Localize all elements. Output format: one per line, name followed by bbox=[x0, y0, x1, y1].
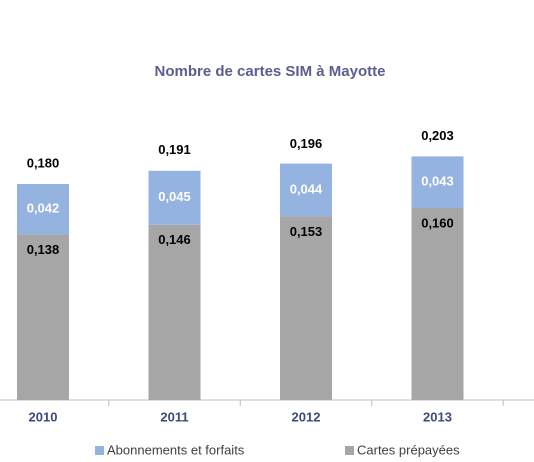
total-label: 0,203 bbox=[421, 128, 454, 143]
value-label: 0,045 bbox=[158, 189, 191, 204]
value-label: 0,043 bbox=[421, 174, 454, 189]
value-label: 0,138 bbox=[27, 242, 60, 257]
chart-title: Nombre de cartes SIM à Mayotte bbox=[155, 63, 386, 80]
x-tick-label: 2010 bbox=[29, 409, 58, 424]
value-label: 0,153 bbox=[290, 224, 323, 239]
x-tick-label: 2013 bbox=[423, 409, 452, 424]
legend-swatch bbox=[345, 446, 354, 455]
bar-segment bbox=[17, 184, 69, 235]
legend-label: Cartes prépayées bbox=[357, 442, 460, 457]
x-tick-label: 2011 bbox=[160, 409, 188, 424]
bar-segment bbox=[411, 156, 464, 208]
bar-segment bbox=[411, 208, 464, 400]
total-label: 0,196 bbox=[290, 136, 323, 151]
x-tick-label: 2012 bbox=[292, 409, 321, 424]
bar-segment bbox=[148, 224, 201, 400]
legend-label: Abonnements et forfaits bbox=[107, 442, 245, 457]
value-label: 0,160 bbox=[421, 215, 454, 230]
bar-segment bbox=[148, 170, 201, 225]
total-label: 0,180 bbox=[27, 155, 60, 170]
total-label: 0,191 bbox=[158, 142, 191, 157]
bar-segment bbox=[17, 234, 69, 400]
value-label: 0,146 bbox=[158, 232, 191, 247]
value-label: 0,042 bbox=[27, 201, 60, 216]
bar-segment bbox=[280, 163, 332, 217]
bar-segment bbox=[280, 216, 332, 400]
value-label: 0,044 bbox=[290, 181, 323, 196]
legend-swatch bbox=[95, 446, 104, 455]
